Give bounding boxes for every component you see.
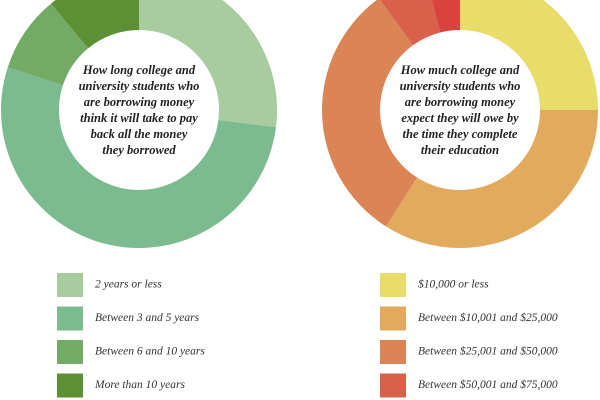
legend-label: Between $50,001 and $75,000 (418, 378, 558, 391)
center-label: university students who (400, 79, 521, 93)
center-label: back all the money (91, 127, 188, 141)
legend-swatch (380, 373, 406, 398)
center-label: think it will take to pay (80, 111, 198, 125)
legend-label: More than 10 years (94, 379, 185, 391)
legend-swatch (57, 306, 83, 331)
legend-label: 2 years or less (95, 279, 162, 291)
legend-swatch (380, 340, 406, 364)
legend-label: Between $25,001 and $50,000 (418, 345, 558, 358)
donut-slice (7, 3, 89, 86)
donut-slice (431, 0, 460, 33)
legend-swatch (57, 373, 83, 398)
donut-slice (322, 0, 418, 227)
legend-label: $10,000 or less (418, 278, 489, 291)
donut-slice (460, 0, 598, 110)
legend-label: Between 6 and 10 years (95, 346, 205, 358)
center-label: expect they will owe by (401, 111, 519, 125)
center-label: How much college and (400, 63, 520, 77)
legend-swatch (380, 306, 406, 331)
legend-swatch (380, 273, 406, 297)
donut-slice (380, 0, 441, 46)
center-label: the time they complete (403, 127, 518, 141)
center-label: university students who (79, 79, 200, 93)
donut-slice (139, 0, 277, 128)
donut-slice (0, 67, 276, 248)
center-label: their education (421, 143, 499, 157)
center-label: are borrowing money (405, 95, 516, 109)
donut-slice (386, 110, 598, 249)
legend-swatch (57, 273, 83, 297)
center-label: How long college and (82, 63, 196, 77)
donut-slice (51, 0, 139, 49)
center-label: they borrowed (102, 143, 176, 157)
legend-label: Between $10,001 and $25,000 (418, 311, 558, 324)
legend-swatch (57, 340, 83, 364)
center-label: are borrowing money (84, 95, 195, 109)
legend-label: Between 3 and 5 years (95, 312, 200, 324)
